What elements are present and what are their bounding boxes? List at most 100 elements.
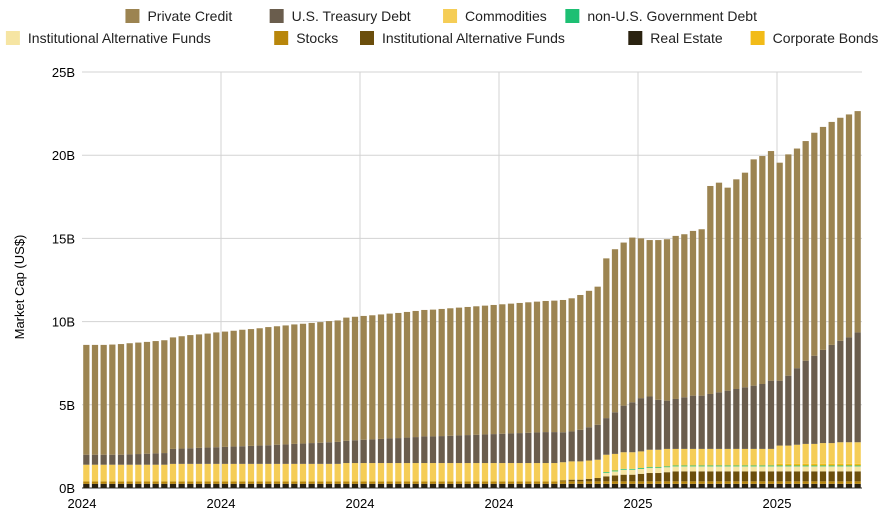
bar-segment (759, 466, 766, 472)
bar-segment (265, 327, 272, 446)
bar-segment (490, 434, 497, 464)
bar-segment (663, 448, 671, 467)
bar-segment (83, 464, 90, 482)
bar-segment (845, 463, 853, 466)
bar-segment (637, 451, 645, 469)
bar-segment (715, 471, 723, 482)
bar-segment (343, 463, 350, 482)
bar-segment (715, 182, 723, 393)
legend-swatch (269, 9, 284, 23)
bar-segment (490, 483, 497, 488)
bar-segment (793, 466, 801, 472)
bar-segment (421, 483, 428, 488)
bar-segment (126, 483, 133, 488)
bar-segment (663, 481, 671, 484)
bar-segment (481, 483, 489, 488)
bar-segment (369, 483, 376, 488)
bar-segment (221, 483, 229, 488)
bar-segment (854, 332, 861, 443)
bar-segment (91, 454, 99, 465)
bar-segment (161, 483, 168, 488)
bar-segment (811, 465, 818, 467)
y-tick-label: 5B (59, 398, 75, 413)
bar-segment (351, 483, 359, 488)
bar-segment (828, 481, 835, 484)
bar-segment (707, 465, 714, 467)
bar-segment (429, 481, 437, 484)
bar-segment (811, 355, 818, 444)
bar-segment (221, 463, 229, 482)
bar-segment (837, 483, 844, 488)
bar-segment (559, 432, 567, 463)
bar-segment (750, 483, 757, 488)
bar-segment (568, 483, 575, 488)
bar-segment (577, 483, 584, 488)
bar-segment (819, 463, 827, 466)
bar-segment (629, 469, 636, 475)
bar-segment (256, 445, 263, 464)
bar-segment (213, 463, 220, 482)
bar-segment (759, 483, 766, 488)
bar-segment (629, 237, 636, 403)
bar-segment (854, 466, 861, 472)
bar-segment (594, 424, 601, 460)
bar-segment (698, 465, 705, 467)
bar-segment (837, 117, 844, 341)
bar-segment (421, 481, 428, 484)
bar-segment (672, 471, 679, 482)
bar-segment (464, 481, 471, 484)
bar-segment (135, 454, 142, 465)
bar-segment (663, 400, 671, 449)
bar-segment (481, 434, 489, 464)
bar-segment (421, 463, 428, 482)
bar-segment (447, 483, 454, 488)
bar-segment (767, 471, 775, 482)
bar-segment (239, 463, 246, 482)
bar-segment (343, 317, 350, 441)
bar-segment (811, 132, 818, 356)
bar-segment (499, 304, 506, 434)
bar-segment (698, 483, 705, 488)
bar-segment (91, 344, 99, 455)
bar-segment (109, 344, 116, 455)
bar-segment (689, 395, 697, 449)
bar-segment (646, 473, 653, 482)
bar-segment (525, 432, 532, 464)
bar-segment (785, 445, 792, 464)
bar-segment (793, 148, 801, 369)
bar-segment (681, 234, 688, 398)
bar-segment (239, 329, 246, 447)
bar-segment (490, 481, 497, 484)
bar-segment (317, 481, 324, 484)
bar-segment (109, 483, 116, 488)
legend-label: Stocks (296, 30, 338, 46)
bar-segment (802, 483, 809, 488)
bar-segment (776, 463, 783, 466)
bar-segment (507, 463, 515, 482)
bar-segment (585, 290, 593, 428)
bar-segment (438, 483, 445, 488)
bar-segment (178, 481, 185, 484)
bar-segment (334, 463, 341, 482)
bar-segment (681, 466, 688, 472)
bar-segment (265, 483, 272, 488)
legend-label: Institutional Alternative Funds (382, 30, 565, 46)
bar-segment (603, 476, 610, 482)
bar-segment (585, 483, 593, 488)
bar-segment (828, 465, 835, 467)
bar-segment (793, 444, 801, 464)
legend-swatch (443, 9, 458, 23)
x-tick-label: 2025 (763, 496, 792, 511)
bar-segment (291, 324, 298, 444)
bar-segment (429, 463, 437, 482)
x-tick-label: 2024 (68, 496, 97, 511)
bar-segment (265, 463, 272, 482)
bar-segment (750, 448, 757, 466)
bar-segment (403, 463, 411, 482)
bar-segment (577, 479, 584, 482)
bar-segment (317, 483, 324, 488)
bar-segment (767, 448, 775, 466)
bar-segment (854, 442, 861, 464)
bar-segment (629, 402, 636, 453)
legend-swatch (274, 31, 289, 45)
